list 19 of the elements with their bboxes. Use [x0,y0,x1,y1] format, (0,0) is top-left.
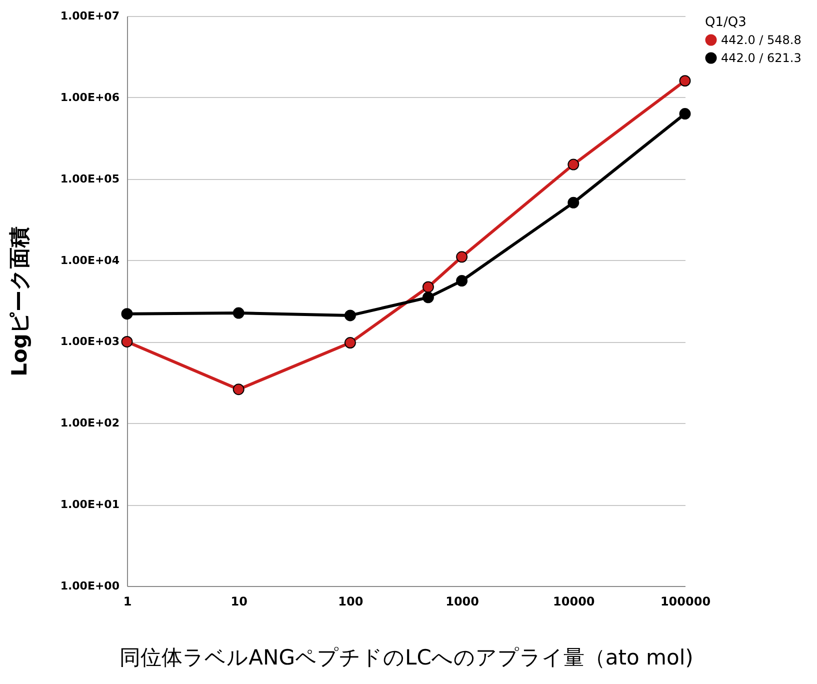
legend-label: 442.0 / 548.8 [721,33,802,47]
legend-label: 442.0 / 621.3 [721,51,802,65]
y-tick-label: 1.00E+04 [60,254,120,267]
x-tick-label: 1000 [446,594,480,608]
y-axis-title: Logピーク面積 [7,226,32,376]
x-tick-label: 100 [338,594,364,608]
x-tick-label: 10000 [553,594,595,608]
x-tick-label: 1 [123,594,132,608]
x-tick-label: 10 [230,594,248,608]
x-axis-title: 同位体ラベルANGペプチドのLCへのアプライ量（ato mol) [120,646,694,670]
x-tick-label: 100000 [660,594,711,608]
y-tick-label: 1.00E+03 [60,335,120,348]
y-tick-label: 1.00E+01 [60,498,120,512]
y-tick-label: 1.00E+00 [60,580,120,592]
y-tick-label: 1.00E+05 [60,172,120,186]
y-tick-label: 1.00E+06 [60,90,120,104]
legend-title: Q1/Q3 [705,15,746,30]
y-tick-label: 1.00E+07 [60,10,120,22]
y-tick-label: 1.00E+02 [60,416,120,430]
